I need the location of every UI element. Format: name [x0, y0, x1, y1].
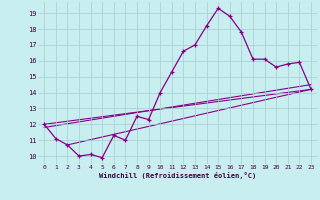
X-axis label: Windchill (Refroidissement éolien,°C): Windchill (Refroidissement éolien,°C)	[99, 172, 256, 179]
